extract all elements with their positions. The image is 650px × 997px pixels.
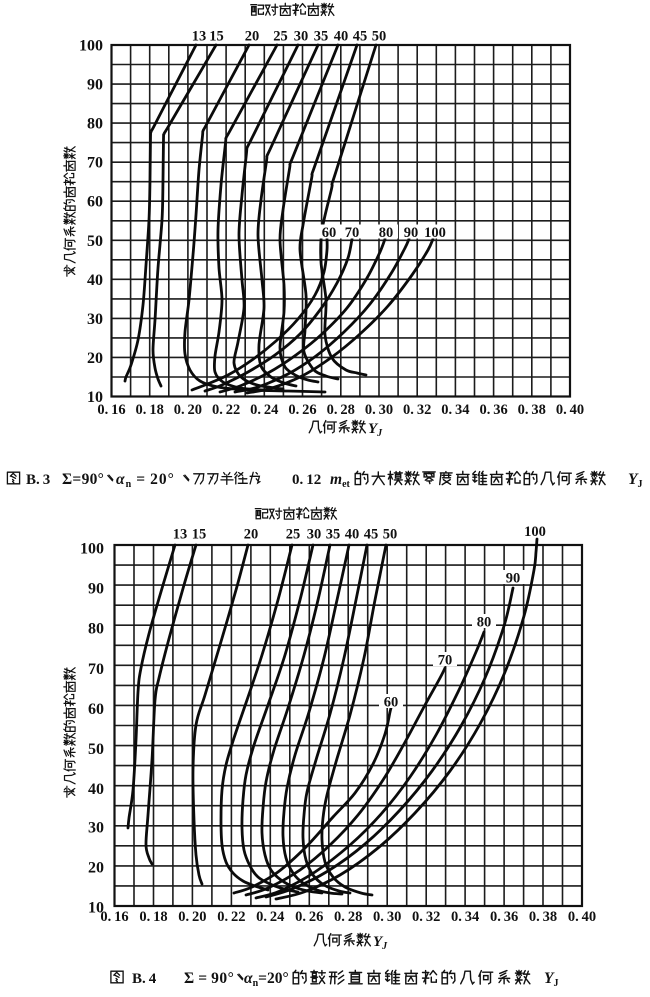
svg-text:0. 34: 0. 34: [441, 402, 469, 418]
svg-text:20: 20: [245, 29, 260, 45]
svg-text:80: 80: [88, 621, 104, 638]
svg-text:50: 50: [87, 233, 103, 250]
svg-text:25: 25: [286, 527, 301, 543]
svg-text:Σ = 90°: Σ = 90°: [184, 970, 234, 987]
svg-text:0. 30: 0. 30: [365, 402, 393, 418]
svg-text:90: 90: [506, 571, 521, 587]
svg-text:13: 13: [173, 527, 188, 543]
svg-text:0. 20: 0. 20: [174, 402, 202, 418]
svg-text:0. 26: 0. 26: [288, 402, 316, 418]
svg-text:0. 40: 0. 40: [556, 402, 584, 418]
svg-text:15: 15: [192, 527, 207, 543]
svg-text:90: 90: [404, 225, 419, 241]
svg-text:60: 60: [384, 695, 399, 711]
svg-text:30: 30: [294, 29, 309, 45]
svg-text:60: 60: [322, 225, 337, 241]
svg-text:0. 38: 0. 38: [518, 402, 546, 418]
svg-text:70: 70: [438, 653, 453, 669]
svg-text:0. 26: 0. 26: [295, 909, 323, 925]
svg-text:0. 38: 0. 38: [529, 909, 557, 925]
svg-text:0. 18: 0. 18: [139, 909, 167, 925]
svg-text:100: 100: [524, 524, 546, 540]
svg-text:B. 4: B. 4: [132, 971, 157, 987]
svg-text:40: 40: [345, 527, 360, 543]
svg-text:45: 45: [353, 29, 368, 45]
svg-text:90: 90: [87, 77, 103, 94]
svg-text:35: 35: [314, 29, 329, 45]
svg-text:0. 36: 0. 36: [490, 909, 518, 925]
svg-text:40: 40: [88, 781, 104, 798]
svg-text:10: 10: [88, 900, 104, 917]
svg-text:90: 90: [88, 581, 104, 598]
svg-text:25: 25: [273, 29, 288, 45]
svg-text:0. 24: 0. 24: [250, 402, 278, 418]
svg-text:0. 12: 0. 12: [292, 472, 321, 488]
svg-text:100: 100: [79, 38, 103, 55]
svg-text:20: 20: [88, 859, 104, 876]
svg-text:80: 80: [87, 116, 103, 133]
svg-text:0. 16: 0. 16: [100, 909, 128, 925]
svg-text:0. 22: 0. 22: [212, 402, 240, 418]
svg-text:70: 70: [88, 661, 104, 678]
svg-text:0. 36: 0. 36: [479, 402, 507, 418]
svg-text:35: 35: [326, 527, 341, 543]
svg-text:0. 28: 0. 28: [334, 909, 362, 925]
svg-text:50: 50: [372, 29, 387, 45]
svg-text:30: 30: [87, 311, 103, 328]
svg-text:50: 50: [383, 527, 398, 543]
svg-text:20: 20: [244, 527, 259, 543]
svg-text:70: 70: [87, 155, 103, 172]
svg-text:10: 10: [87, 389, 103, 406]
svg-text:B. 3: B. 3: [26, 472, 50, 488]
svg-text:αn = 20°: αn = 20°: [116, 471, 175, 490]
svg-text:50: 50: [88, 741, 104, 758]
svg-text:15: 15: [209, 29, 224, 45]
svg-text:αn=20°: αn=20°: [244, 970, 289, 989]
svg-text:0. 32: 0. 32: [403, 402, 431, 418]
svg-text:Σ=90°: Σ=90°: [62, 471, 104, 488]
svg-text:0. 20: 0. 20: [178, 909, 206, 925]
svg-text:100: 100: [424, 225, 446, 241]
svg-text:80: 80: [379, 225, 394, 241]
svg-text:20: 20: [87, 350, 103, 367]
svg-text:40: 40: [334, 29, 349, 45]
svg-text:60: 60: [88, 701, 104, 718]
svg-text:30: 30: [88, 819, 104, 836]
svg-text:40: 40: [87, 272, 103, 289]
svg-text:0. 22: 0. 22: [217, 909, 245, 925]
svg-text:0. 24: 0. 24: [256, 909, 284, 925]
svg-text:30: 30: [307, 527, 322, 543]
svg-text:13: 13: [192, 29, 207, 45]
svg-text:0. 28: 0. 28: [327, 402, 355, 418]
svg-text:0. 34: 0. 34: [451, 909, 479, 925]
svg-text:0. 18: 0. 18: [136, 402, 164, 418]
svg-text:0. 40: 0. 40: [568, 909, 596, 925]
svg-text:0. 30: 0. 30: [373, 909, 401, 925]
svg-text:0. 16: 0. 16: [97, 402, 125, 418]
svg-text:80: 80: [477, 615, 492, 631]
svg-text:0. 32: 0. 32: [412, 909, 440, 925]
svg-text:70: 70: [345, 225, 360, 241]
svg-text:100: 100: [80, 541, 104, 558]
svg-text:60: 60: [87, 194, 103, 211]
svg-text:45: 45: [364, 527, 379, 543]
